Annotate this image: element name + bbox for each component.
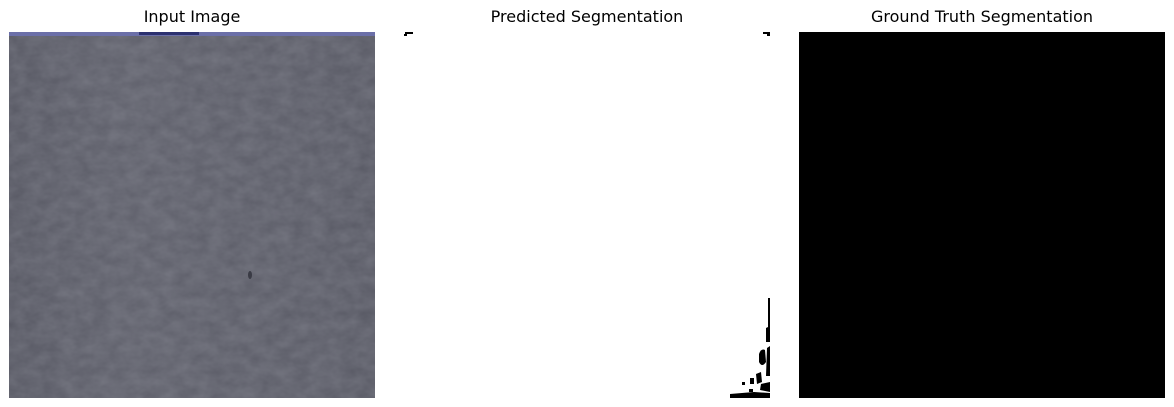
predicted-segmentation-title: Predicted Segmentation [490, 7, 684, 26]
predicted-mask-shapes [404, 32, 770, 398]
input-image-texture [9, 32, 375, 398]
ground-truth-title: Ground Truth Segmentation [870, 7, 1094, 26]
input-image-title: Input Image [143, 7, 241, 26]
input-image [9, 32, 375, 398]
input-image-panel: Input Image [9, 0, 375, 407]
predicted-segmentation-mask [404, 32, 770, 398]
ground-truth-mask [799, 32, 1165, 398]
ground-truth-panel: Ground Truth Segmentation [799, 0, 1165, 407]
predicted-segmentation-panel: Predicted Segmentation [404, 0, 770, 407]
